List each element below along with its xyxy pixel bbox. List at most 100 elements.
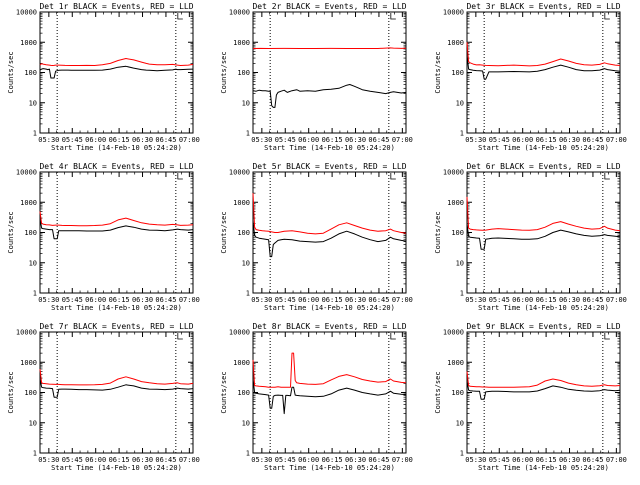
x-tick-label: 05:45 — [275, 296, 296, 304]
series-line-lld — [39, 58, 194, 66]
y-tick-label: 10 — [242, 419, 250, 427]
series-line-events — [252, 84, 407, 108]
y-axis-label: Counts/sec — [7, 211, 15, 253]
x-tick-label: 06:15 — [109, 136, 130, 144]
panel-det-8: Det 8r BLACK = Events, RED = LLD 1 10 100 10… — [220, 322, 413, 472]
y-tick-label: 10 — [456, 99, 464, 107]
x-axis-label: Start Time (14-Feb-10 05:24:20) — [478, 464, 609, 472]
x-tick-label: 05:30 — [465, 296, 486, 304]
y-tick-label: 1 — [246, 450, 250, 458]
x-tick-label: 05:30 — [251, 456, 272, 464]
series-line-events — [252, 378, 407, 415]
x-tick-label: 07:00 — [179, 136, 200, 144]
series-line-events — [39, 218, 194, 240]
panel-title: Det 9r BLACK = Events, RED = LLD — [466, 322, 620, 331]
x-tick-label: 05:30 — [38, 136, 59, 144]
x-tick-label: 05:45 — [275, 136, 296, 144]
y-tick-label: 1000 — [233, 359, 250, 367]
x-tick-label: 06:15 — [109, 296, 130, 304]
bracket-marker — [177, 173, 183, 180]
y-tick-label: 1000 — [447, 359, 464, 367]
x-tick-label: 05:45 — [62, 456, 83, 464]
x-tick-label: 06:15 — [536, 296, 557, 304]
panel-det-5: Det 5r BLACK = Events, RED = LLD 1 10 100 10… — [220, 162, 413, 312]
x-tick-label: 06:30 — [559, 456, 580, 464]
x-tick-label: 07:00 — [606, 456, 627, 464]
panel-det-1: Det 1r BLACK = Events, RED = LLD 1 10 100 10… — [7, 2, 200, 152]
x-tick-label: 06:30 — [559, 296, 580, 304]
series-line-lld — [252, 352, 407, 388]
y-axis-label: Counts/sec — [220, 51, 228, 93]
x-tick-label: 05:30 — [465, 456, 486, 464]
y-tick-label: 100 — [451, 389, 464, 397]
series-line-lld — [39, 211, 194, 227]
bracket-marker — [604, 13, 610, 20]
y-tick-label: 1000 — [20, 359, 37, 367]
x-tick-label: 07:00 — [179, 456, 200, 464]
x-tick-label: 05:45 — [489, 456, 510, 464]
y-tick-label: 10 — [456, 259, 464, 267]
x-tick-label: 06:30 — [132, 456, 153, 464]
series-line-events — [466, 54, 621, 80]
x-axis-label: Start Time (14-Feb-10 05:24:20) — [478, 144, 609, 152]
x-tick-label: 06:45 — [155, 296, 176, 304]
series-line-events — [39, 65, 194, 79]
x-tick-label: 06:00 — [298, 296, 319, 304]
series-line-lld — [39, 368, 194, 386]
y-axis-label: Counts/sec — [434, 51, 442, 93]
x-tick-label: 06:15 — [109, 456, 130, 464]
y-tick-label: 100 — [24, 229, 37, 237]
bracket-marker — [177, 13, 183, 20]
y-tick-label: 1000 — [233, 199, 250, 207]
plot-frame — [466, 171, 621, 294]
x-axis-label: Start Time (14-Feb-10 05:24:20) — [51, 464, 182, 472]
y-tick-label: 1 — [33, 130, 37, 138]
y-axis-label: Counts/sec — [220, 211, 228, 253]
series-line-lld — [466, 42, 621, 67]
x-tick-label: 06:00 — [85, 456, 106, 464]
x-tick-label: 06:15 — [322, 456, 343, 464]
x-tick-label: 07:00 — [179, 296, 200, 304]
x-tick-label: 05:30 — [251, 296, 272, 304]
bracket-marker — [604, 333, 610, 340]
x-axis-label: Start Time (14-Feb-10 05:24:20) — [264, 304, 395, 312]
panel-title: Det 7r BLACK = Events, RED = LLD — [39, 322, 193, 331]
y-tick-label: 10000 — [229, 9, 250, 17]
x-tick-label: 06:45 — [582, 296, 603, 304]
y-axis-label: Counts/sec — [434, 211, 442, 253]
x-tick-label: 06:45 — [368, 136, 389, 144]
y-tick-label: 10000 — [16, 9, 37, 17]
x-tick-label: 06:45 — [155, 136, 176, 144]
bracket-marker — [390, 13, 396, 20]
panel-title: Det 2r BLACK = Events, RED = LLD — [252, 2, 406, 11]
y-tick-label: 10 — [242, 259, 250, 267]
plot-frame — [39, 11, 194, 134]
panel-title: Det 1r BLACK = Events, RED = LLD — [39, 2, 193, 11]
y-tick-label: 1 — [460, 130, 464, 138]
x-tick-label: 06:00 — [298, 136, 319, 144]
x-tick-label: 06:45 — [155, 456, 176, 464]
y-tick-label: 1000 — [20, 199, 37, 207]
plot-frame — [252, 11, 407, 134]
y-tick-label: 10000 — [443, 329, 464, 337]
panel-title: Det 8r BLACK = Events, RED = LLD — [252, 322, 406, 331]
x-tick-label: 05:30 — [465, 136, 486, 144]
x-tick-label: 07:00 — [392, 136, 413, 144]
y-tick-label: 10 — [29, 259, 37, 267]
bracket-marker — [390, 333, 396, 340]
x-tick-label: 06:15 — [536, 456, 557, 464]
x-tick-label: 06:45 — [368, 456, 389, 464]
panel-det-6: Det 6r BLACK = Events, RED = LLD 1 10 100 10… — [434, 162, 627, 312]
x-tick-label: 07:00 — [606, 136, 627, 144]
x-tick-label: 06:15 — [322, 296, 343, 304]
panel-title: Det 6r BLACK = Events, RED = LLD — [466, 162, 620, 171]
x-tick-label: 05:30 — [38, 456, 59, 464]
x-tick-label: 07:00 — [392, 456, 413, 464]
y-tick-label: 1 — [460, 450, 464, 458]
x-tick-label: 05:45 — [62, 136, 83, 144]
series-line-events — [466, 223, 621, 250]
panel-title: Det 4r BLACK = Events, RED = LLD — [39, 162, 193, 171]
y-tick-label: 10000 — [443, 9, 464, 17]
